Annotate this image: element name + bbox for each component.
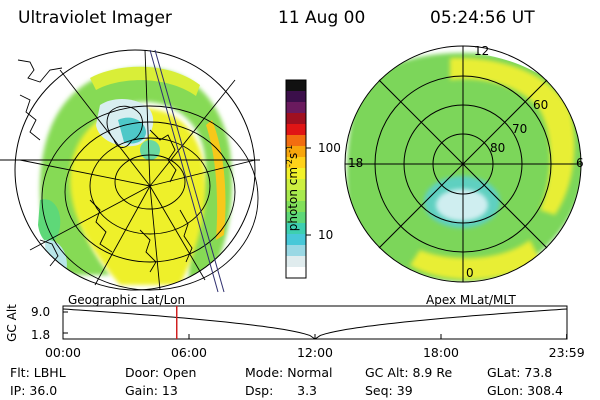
terminator-1	[149, 49, 219, 293]
colorbar-swatch	[286, 91, 306, 103]
coastline-6	[179, 209, 193, 263]
colorbar-swatch	[286, 190, 306, 202]
oval-yellow-dayside	[450, 57, 575, 215]
door-label: Door: Open	[125, 365, 197, 380]
coastline-4	[89, 199, 113, 253]
altitude-frame	[62, 305, 568, 340]
glon-label: GLon: 308.4	[487, 383, 563, 398]
colorbar-swatch	[286, 212, 306, 224]
altitude-x-tick-label: 12:00	[296, 345, 334, 360]
colorbar-frame	[285, 79, 307, 279]
colorbar-tick-10: 10	[318, 228, 334, 242]
mlt-label-0: 0	[466, 266, 474, 280]
auroral-oval-green	[40, 67, 232, 290]
colorbar-swatch	[286, 234, 306, 246]
instrument-title: Ultraviolet Imager	[18, 8, 172, 28]
coastline-2	[19, 94, 41, 141]
mlt-label-6: 6	[576, 156, 584, 170]
mlt-label-18: 18	[348, 156, 364, 170]
altitude-y-bottom: 1.8	[31, 328, 51, 342]
earth-limb	[14, 49, 256, 291]
colorbar-swatch	[286, 135, 306, 147]
seq-label: Seq: 39	[365, 383, 413, 398]
geographic-image	[0, 49, 260, 293]
altitude-x-tick-label: 18:00	[422, 345, 460, 360]
colorbar-swatch	[286, 157, 306, 169]
apex-image	[344, 45, 582, 283]
altitude-x-tick-label: 23:59	[548, 345, 585, 360]
oval-yellow-nightside	[410, 240, 540, 280]
date-label: 11 Aug 00	[278, 8, 366, 28]
mlat-label-80: 80	[490, 141, 506, 155]
unit-text: photon cm	[286, 166, 300, 232]
ip-label: IP: 36.0	[10, 383, 58, 398]
colorbar-unit: photon cm-2s-1	[285, 113, 300, 263]
coastline-5	[139, 229, 157, 273]
colorbar-swatch	[286, 223, 306, 235]
upper-band	[90, 66, 200, 96]
glat-label: GLat: 73.8	[487, 365, 553, 380]
mlt-lines	[345, 46, 581, 282]
colorbar-swatch	[286, 245, 306, 257]
geo-grid	[19, 49, 259, 291]
gain-label: Gain: 13	[125, 383, 178, 398]
altitude-plot	[62, 305, 568, 340]
altitude-x-tick-label: 00:00	[44, 345, 82, 360]
colorbar-tick-100: 100	[318, 141, 341, 155]
mlat-label-70: 70	[512, 122, 528, 136]
colorbar-swatch	[286, 146, 306, 158]
colorbar-swatch	[286, 179, 306, 191]
unit-sup-1: -2	[285, 158, 294, 167]
colorbar-swatch	[286, 201, 306, 213]
unit-mid: s	[286, 152, 300, 159]
colorbar-swatch	[286, 256, 306, 268]
colorbar-swatch	[286, 124, 306, 136]
filter-label: Flt: LBHL	[10, 365, 66, 380]
altitude-ticks	[62, 311, 568, 339]
colorbar-swatch	[286, 102, 306, 114]
colorbar-swatch	[286, 168, 306, 180]
mlt-label-12: 12	[474, 44, 490, 58]
mlat-label-60: 60	[533, 98, 549, 112]
colorbar	[285, 79, 311, 279]
left-panel-caption: Geographic Lat/Lon	[68, 293, 186, 307]
coastline-3	[149, 129, 177, 183]
colorbar-swatch	[286, 113, 306, 125]
time-label: 05:24:56 UT	[430, 8, 535, 28]
gc-alt-label: GC Alt: 8.9 Re	[365, 365, 453, 380]
right-panel-caption: Apex MLat/MLT	[426, 293, 516, 307]
mode-label: Mode: Normal	[245, 365, 333, 380]
bright-band	[206, 120, 226, 240]
unit-sup-2: -1	[285, 144, 294, 153]
terminator-2	[154, 49, 225, 293]
auroral-core-yellow	[70, 108, 206, 285]
dsp-label: Dsp: 3.3	[245, 383, 318, 398]
colorbar-swatch	[286, 80, 306, 92]
altitude-x-tick-label: 06:00	[170, 345, 208, 360]
coastline-1	[17, 59, 63, 83]
altitude-y-top: 9.0	[31, 305, 51, 319]
altitude-ylabel: GC Alt	[5, 304, 19, 342]
colorbar-swatch	[286, 267, 306, 279]
coastline-7	[39, 239, 59, 267]
